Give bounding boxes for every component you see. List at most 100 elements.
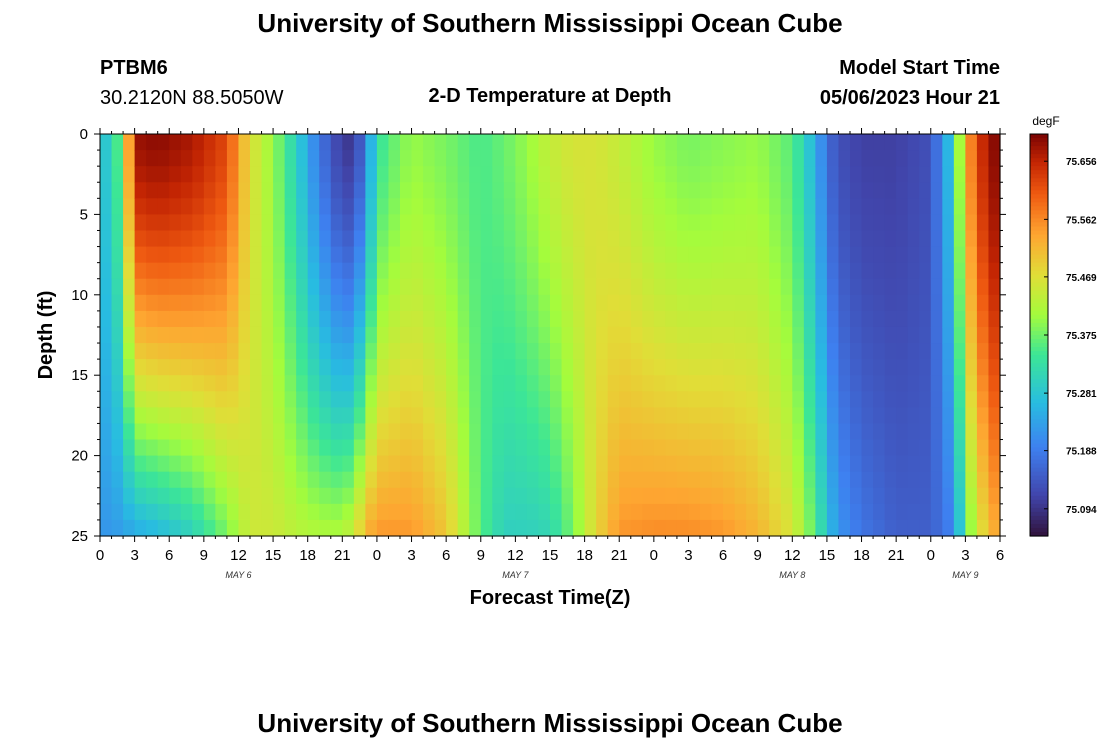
heatmap-cell [284, 166, 297, 183]
heatmap-cell [250, 455, 263, 473]
heatmap-cell [169, 487, 182, 505]
heatmap-cell [769, 503, 782, 521]
heatmap-cell [480, 487, 493, 505]
heatmap-cell [769, 343, 782, 360]
heatmap-cell [134, 278, 147, 296]
heatmap-cell [988, 278, 1001, 296]
heatmap-cell [550, 439, 563, 457]
heatmap-cell [330, 182, 343, 199]
colorbar-segment [1030, 451, 1048, 457]
heatmap-cell [965, 407, 978, 425]
heatmap-cell [111, 343, 124, 360]
colorbar-segment [1030, 383, 1048, 388]
heatmap-cell [861, 423, 874, 441]
heatmap-cell [342, 230, 355, 248]
heatmap-cell [700, 294, 713, 312]
heatmap-cell [238, 278, 251, 296]
heatmap-cell [873, 198, 886, 215]
heatmap-cell [642, 423, 655, 441]
heatmap-cell [711, 230, 724, 248]
colorbar-segment [1030, 158, 1048, 163]
x-tick-label: 18 [576, 547, 593, 564]
heatmap-cell [169, 391, 182, 408]
heatmap-cell [942, 150, 955, 167]
heatmap-cell [480, 343, 493, 360]
heatmap-cell [400, 471, 413, 489]
heatmap-cell [665, 503, 678, 521]
heatmap-cell [884, 359, 897, 376]
heatmap-cell [365, 262, 378, 280]
heatmap-cell [953, 423, 966, 441]
heatmap-cell [100, 503, 113, 521]
heatmap-cell [711, 326, 724, 344]
heatmap-cell [226, 455, 240, 473]
heatmap-cell [896, 519, 909, 537]
heatmap-cell [723, 423, 736, 441]
colorbar-segment [1030, 250, 1048, 256]
heatmap-cell [146, 343, 159, 360]
heatmap-cell [930, 407, 943, 425]
heatmap-cell [861, 455, 874, 473]
colorbar-segment [1030, 503, 1048, 509]
heatmap-cell [642, 230, 655, 248]
heatmap-cell [550, 407, 563, 425]
heatmap-cell [850, 503, 863, 521]
heatmap-cell [515, 262, 528, 280]
heatmap-cell [376, 230, 390, 248]
heatmap-cell [596, 375, 609, 392]
heatmap-cell [296, 278, 309, 296]
colorbar-segment [1030, 439, 1048, 445]
heatmap-cell [376, 471, 390, 489]
heatmap-cell [226, 423, 240, 441]
heatmap-cell [123, 439, 136, 457]
heatmap-cell [238, 134, 251, 151]
colorbar-segment [1030, 347, 1048, 352]
heatmap-cell [746, 310, 759, 328]
heatmap-cell [607, 503, 620, 521]
heatmap-cell [400, 343, 413, 360]
heatmap-cell [411, 166, 424, 183]
heatmap-cell [376, 439, 390, 457]
heatmap-cell [469, 166, 482, 183]
heatmap-cell [803, 294, 816, 312]
heatmap-cell [942, 487, 955, 505]
heatmap-cell [457, 359, 470, 376]
heatmap-cell [873, 471, 886, 489]
heatmap-cell [850, 326, 863, 344]
heatmap-cell [942, 134, 955, 151]
heatmap-cell [815, 294, 828, 312]
heatmap-cell [573, 343, 586, 360]
heatmap-cell [653, 359, 666, 376]
heatmap-cell [769, 198, 782, 215]
heatmap-cell [907, 455, 920, 473]
heatmap-cell [226, 134, 240, 151]
heatmap-cell [630, 519, 643, 537]
heatmap-cell [884, 503, 897, 521]
heatmap-cell [688, 439, 701, 457]
heatmap-cell [561, 343, 574, 360]
colorbar-segment [1030, 519, 1048, 525]
heatmap-cell [100, 407, 113, 425]
heatmap-cell [400, 166, 413, 183]
colorbar-segment [1030, 447, 1048, 453]
heatmap-cell [446, 343, 459, 360]
heatmap-cell [607, 166, 620, 183]
heatmap-cell [296, 343, 309, 360]
colorbar-segment [1030, 242, 1048, 248]
heatmap-cell [780, 343, 793, 360]
heatmap-cell [676, 359, 690, 376]
heatmap-cell [469, 214, 482, 232]
heatmap-cell [573, 455, 586, 473]
heatmap-cell [273, 503, 286, 521]
heatmap-cell [226, 487, 240, 505]
heatmap-cell [284, 503, 297, 521]
heatmap-cell [469, 519, 482, 537]
heatmap-cell [423, 134, 436, 151]
heatmap-cell [815, 503, 828, 521]
heatmap-cell [492, 278, 505, 296]
heatmap-cell [688, 150, 701, 167]
heatmap-cell [607, 278, 620, 296]
heatmap-cell [411, 439, 424, 457]
heatmap-cell [284, 326, 297, 344]
heatmap-cell [561, 310, 574, 328]
